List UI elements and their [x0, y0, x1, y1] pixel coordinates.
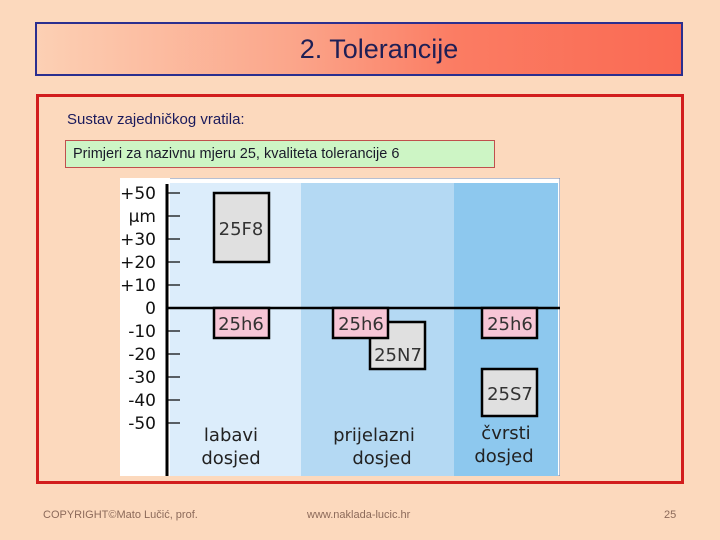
tolerance-box-25h6-labavi	[212, 306, 271, 340]
scale-label: +30	[120, 230, 156, 250]
zone-caption-cvrsti: dosjed	[474, 446, 533, 467]
tolerance-label-25h6: 25h6	[338, 314, 384, 335]
tolerance-label-25h6: 25h6	[218, 314, 264, 335]
scale-label: -20	[128, 345, 156, 365]
scale-label: -10	[128, 322, 156, 342]
tolerance-box-25h6-cvrsti	[480, 306, 539, 340]
scale-area	[120, 178, 170, 476]
footer-copyright: COPYRIGHT©Mato Lučić, prof.	[43, 509, 198, 521]
zone-caption-labavi: dosjed	[201, 448, 260, 469]
scale-label: µm	[129, 207, 156, 227]
tolerance-diagram: +50 µm +30 +20 +10 0 -10 -20 -30 -40 -50…	[120, 178, 560, 476]
scale-label: 0	[145, 299, 156, 319]
scale-label: +20	[120, 253, 156, 273]
footer-website[interactable]: www.naklada-lucic.hr	[307, 509, 411, 521]
scale-label: +50	[120, 184, 156, 204]
scale-ticks	[168, 192, 180, 424]
zone-caption-cvrsti: čvrsti	[481, 423, 530, 444]
tolerance-box-25s7	[480, 367, 539, 418]
section-heading: Sustav zajedničkog vratila:	[67, 111, 245, 128]
example-box: Primjeri za nazivnu mjeru 25, kvaliteta …	[65, 140, 495, 168]
tolerance-label-25f8: 25F8	[219, 219, 264, 240]
tolerance-label-25n7: 25N7	[374, 345, 422, 366]
tolerance-box-25f8	[212, 191, 271, 264]
tolerance-box-25h6-prijelazni	[331, 306, 390, 340]
scale-label: -50	[128, 414, 156, 434]
scale-label: +10	[120, 276, 156, 296]
page-number: 25	[664, 509, 677, 521]
scale-label: -30	[128, 368, 156, 388]
content-frame	[36, 94, 684, 484]
title-bar: 2. Tolerancije	[35, 22, 683, 76]
slide-title: 2. Tolerancije	[299, 33, 459, 64]
tolerance-label-25s7: 25S7	[487, 384, 533, 405]
zone-caption-prijelazni: dosjed	[352, 448, 411, 469]
scale-label: -40	[128, 391, 156, 411]
zone-caption-prijelazni: prijelazni	[333, 425, 415, 446]
tolerance-label-25h6: 25h6	[487, 314, 533, 335]
zone-caption-labavi: labavi	[204, 425, 258, 446]
